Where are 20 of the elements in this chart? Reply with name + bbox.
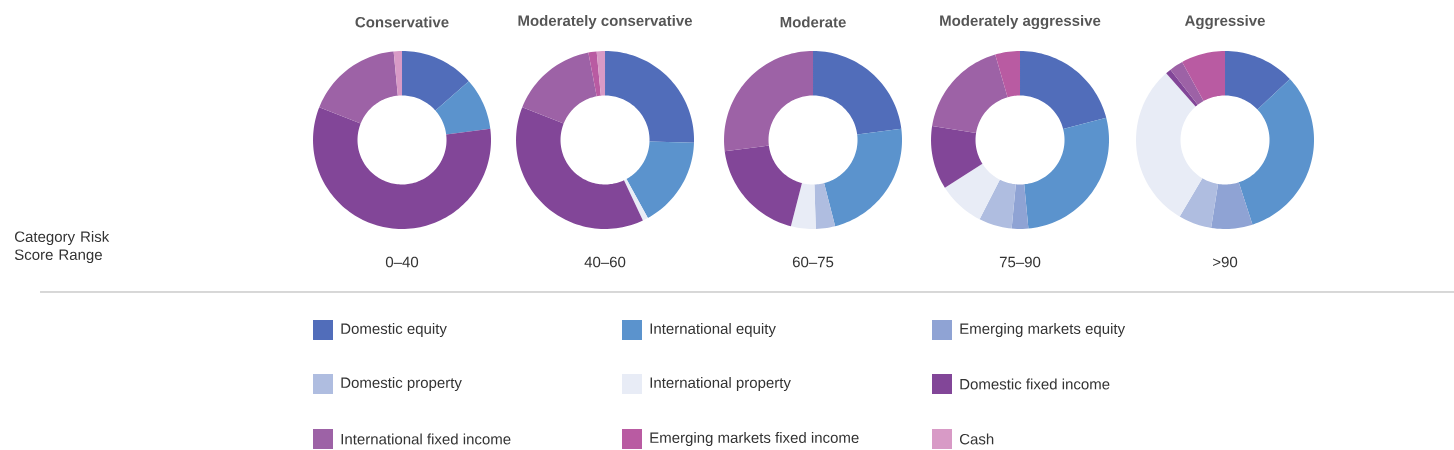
text: 60–75 — [792, 256, 834, 268]
chart-title: Aggressive — [1184, 14, 1265, 29]
legend-label: Domestic equity — [341, 322, 447, 337]
legend-label: Emerging markets fixed income — [650, 431, 859, 446]
legend-label: International fixed income — [341, 433, 511, 445]
legend-label: Emerging markets equity — [960, 322, 1126, 337]
legend-label: Domestic fixed income — [960, 378, 1110, 390]
text: >90 — [1213, 256, 1238, 268]
chart-title: Moderately aggressive — [940, 14, 1101, 29]
legend-label: International equity — [650, 322, 776, 337]
text: 0–40 — [385, 256, 419, 268]
chart-title: Moderate — [780, 16, 846, 28]
text: Category Risk Score Range — [14, 230, 110, 263]
legend-label: Domestic property — [341, 376, 462, 391]
chart-title: Moderately conservative — [518, 14, 693, 29]
legend-label: Cash — [959, 433, 994, 445]
text: 40–60 — [584, 256, 626, 268]
legend-label: International property — [650, 376, 791, 391]
text: 75–90 — [999, 256, 1041, 268]
chart-title: Conservative — [355, 16, 449, 28]
